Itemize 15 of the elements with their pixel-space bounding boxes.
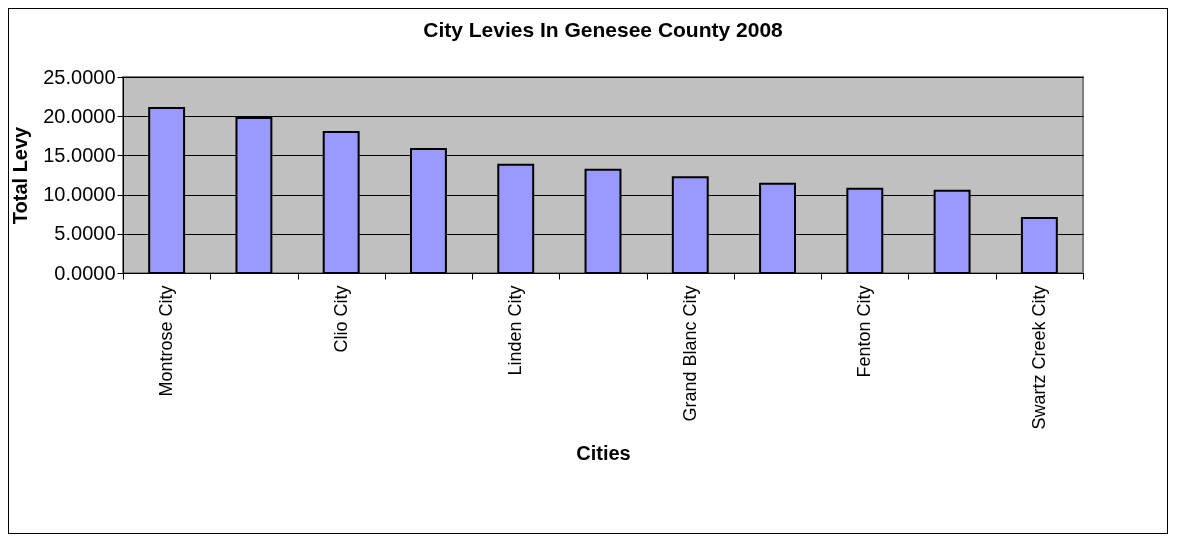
y-tick-label: 20.0000 — [43, 104, 116, 127]
x-tick-label: Fenton City — [854, 285, 875, 378]
x-tick-label: Linden City — [505, 285, 526, 376]
x-tick-label: Clio City — [330, 285, 351, 353]
y-tick-label: 10.0000 — [43, 183, 116, 206]
x-axis-title: Cities — [576, 441, 631, 464]
y-tick-label: 0.0000 — [54, 261, 116, 284]
y-tick-label: 15.0000 — [43, 143, 116, 166]
x-tick-label: Grand Blanc City — [679, 285, 700, 422]
y-tick-label: 25.0000 — [43, 65, 116, 88]
x-tick-label: Montrose City — [156, 285, 177, 397]
y-axis-title: Total Levy — [9, 125, 32, 225]
x-tick-label: Swartz Creek City — [1028, 285, 1049, 430]
y-tick-label: 5.0000 — [54, 222, 116, 245]
chart-title: City Levies In Genesee County 2008 — [423, 18, 784, 41]
